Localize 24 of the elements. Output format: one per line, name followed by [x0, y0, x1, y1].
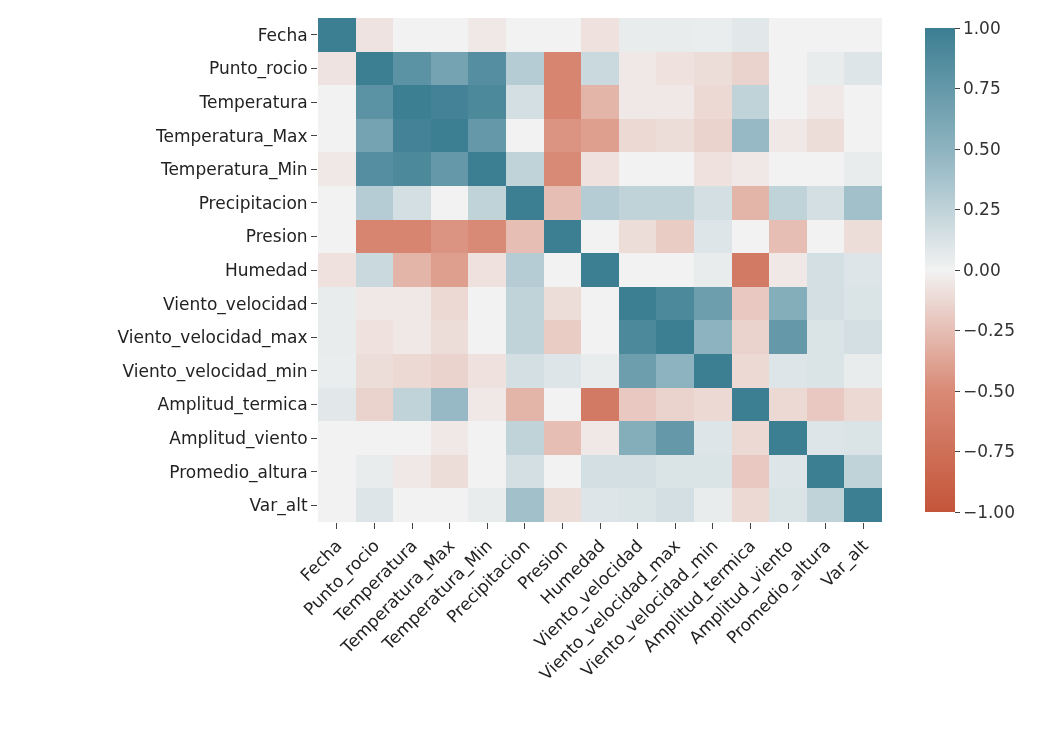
y-tick-label: Humedad: [225, 259, 308, 280]
y-tick-label: Precipitacion: [198, 192, 308, 213]
y-tick-label: Viento_velocidad: [163, 293, 308, 315]
y-tick-label: Amplitud_termica: [157, 394, 308, 416]
y-tick-label: Temperatura_Min: [159, 159, 308, 181]
color-bar-label: −0.25: [962, 320, 1016, 341]
y-tick-label: Temperatura_Max: [154, 125, 308, 147]
y-tick-label: Viento_velocidad_max: [117, 327, 308, 349]
y-tick-label: Presion: [245, 226, 308, 247]
color-bar-label: −0.75: [962, 441, 1016, 462]
color-bar-label: 0.50: [962, 138, 1001, 159]
color-bar-label: 0.25: [962, 199, 1001, 220]
color-bar-label: 1.00: [962, 17, 1001, 38]
color-bar-label: 0.75: [962, 78, 1001, 99]
y-tick-label: Viento_velocidad_min: [122, 360, 308, 382]
y-tick-label: Punto_rocio: [209, 58, 308, 80]
color-bar-label: 0.00: [962, 259, 1001, 280]
y-tick-label: Promedio_altura: [169, 461, 308, 483]
color-bar-label: −0.50: [962, 380, 1016, 401]
y-tick-label: Var_alt: [249, 495, 308, 517]
y-tick-label: Amplitud_viento: [169, 427, 308, 449]
y-tick-label: Fecha: [257, 24, 308, 45]
color-bar-label: −1.00: [962, 501, 1016, 522]
y-tick-label: Temperatura: [198, 91, 308, 112]
